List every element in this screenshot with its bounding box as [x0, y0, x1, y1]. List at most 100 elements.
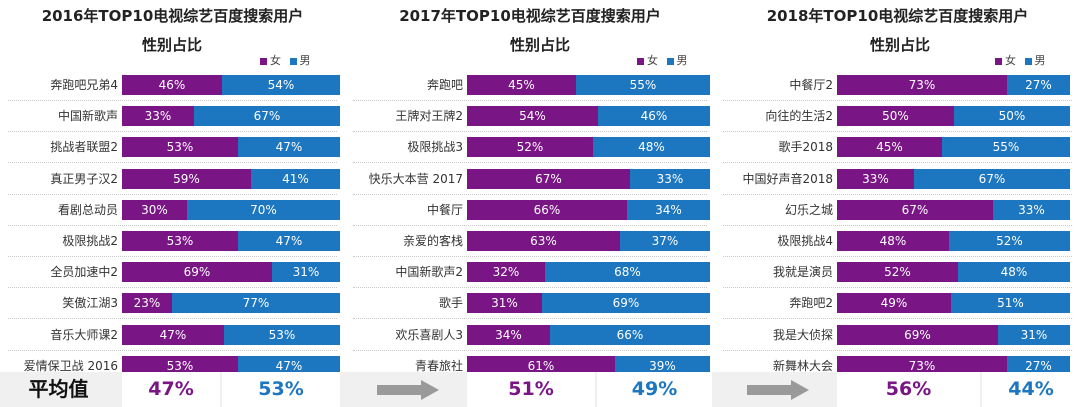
category-label: 全员加速中2	[50, 265, 118, 279]
bar-segment-female: 49%	[837, 293, 951, 313]
category-label: 极限挑战4	[777, 234, 833, 248]
bar-row: 极限挑战2 53% 47%	[0, 231, 345, 251]
bar-row: 真正男子汉2 59% 41%	[0, 169, 345, 189]
legend-label-female: 女	[647, 54, 658, 67]
bar-segment-male: 54%	[222, 75, 340, 95]
row-divider	[8, 194, 337, 195]
bar-segment-female: 32%	[467, 262, 545, 282]
row-divider	[353, 194, 707, 195]
category-label: 笑傲江湖3	[62, 296, 118, 310]
category-label: 极限挑战2	[62, 234, 118, 248]
bar-segment-male: 66%	[550, 325, 710, 345]
stacked-bar: 67% 33%	[837, 200, 1070, 220]
bar-row: 青春旅社 61% 39%	[345, 356, 715, 376]
bar-segment-male: 53%	[224, 325, 340, 345]
bar-row: 歌手 31% 69%	[345, 293, 715, 313]
category-label: 挑战者联盟2	[50, 140, 118, 154]
category-label: 中国新歌声	[57, 109, 118, 123]
average-strip: 平均值 47% 53% 51% 49% 56% 44%	[0, 372, 1080, 407]
stacked-bar: 33% 67%	[122, 106, 340, 126]
bar-row: 快乐大本营 2017 67% 33%	[345, 169, 715, 189]
bar-segment-female: 53%	[122, 231, 238, 251]
stacked-bar: 52% 48%	[837, 262, 1070, 282]
bar-segment-male: 50%	[954, 106, 1070, 126]
legend-swatch-female	[995, 57, 1002, 65]
category-label: 中国新歌声2	[395, 265, 463, 279]
stacked-bar: 61% 39%	[467, 356, 710, 376]
legend-swatch-male	[289, 57, 297, 65]
bar-segment-female: 69%	[837, 325, 998, 345]
bar-row: 中餐厅2 73% 27%	[715, 75, 1080, 95]
chart-title: 2017年TOP10电视综艺百度搜索用户	[399, 7, 661, 25]
stacked-bar: 48% 52%	[837, 231, 1070, 251]
row-divider	[723, 100, 1072, 101]
legend: 女 男	[260, 52, 311, 68]
bar-segment-female: 67%	[837, 200, 993, 220]
bar-segment-female: 73%	[837, 356, 1007, 376]
stacked-bar: 45% 55%	[837, 137, 1070, 157]
chart-panel-2016: 2016年TOP10电视综艺百度搜索用户 性别占比 女 男 奔跑吧兄弟4 46% 5…	[0, 0, 345, 376]
legend-label-female: 女	[1005, 54, 1016, 67]
bar-segment-male: 70%	[187, 200, 340, 220]
stacked-bar: 53% 47%	[122, 231, 340, 251]
bar-segment-male: 27%	[1007, 75, 1070, 95]
category-label: 欢乐喜剧人3	[395, 328, 463, 342]
bar-segment-female: 59%	[122, 169, 251, 189]
bar-segment-male: 47%	[238, 356, 340, 376]
legend: 女 男	[995, 52, 1046, 68]
bar-segment-male: 51%	[951, 293, 1070, 313]
bar-segment-female: 53%	[122, 137, 238, 157]
stacked-bar: 54% 46%	[467, 106, 710, 126]
bar-segment-male: 33%	[630, 169, 710, 189]
bar-row: 极限挑战4 48% 52%	[715, 231, 1080, 251]
bar-segment-male: 77%	[172, 293, 340, 313]
bar-row: 奔跑吧 45% 55%	[345, 75, 715, 95]
stacked-bar: 67% 33%	[467, 169, 710, 189]
legend-swatch-male	[666, 57, 674, 65]
bar-row: 全员加速中2 69% 31%	[0, 262, 345, 282]
bar-row: 新舞林大会 73% 27%	[715, 356, 1080, 376]
category-label: 快乐大本营 2017	[368, 172, 463, 186]
legend-swatch-male	[1024, 57, 1032, 65]
row-divider	[723, 350, 1072, 351]
category-label: 爱情保卫战 2016	[23, 359, 118, 373]
bar-segment-male: 37%	[620, 231, 710, 251]
average-female-2017: 51%	[467, 372, 595, 407]
bar-segment-female: 69%	[122, 262, 272, 282]
stacked-bar: 69% 31%	[122, 262, 340, 282]
bar-segment-male: 27%	[1007, 356, 1070, 376]
bar-segment-male: 41%	[251, 169, 340, 189]
chart-subtitle: 性别占比	[142, 36, 203, 54]
row-divider	[353, 256, 707, 257]
category-label: 奔跑吧兄弟4	[50, 78, 118, 92]
bar-segment-male: 46%	[598, 106, 710, 126]
chart-subtitle: 性别占比	[870, 36, 931, 54]
category-label: 极限挑战3	[407, 140, 463, 154]
stacked-bar: 31% 69%	[467, 293, 710, 313]
row-divider	[353, 318, 707, 319]
stacked-bar: 53% 47%	[122, 356, 340, 376]
chart-panel-2017: 2017年TOP10电视综艺百度搜索用户 性别占比 女 男 奔跑吧 45% 55% 王…	[345, 0, 715, 376]
bar-row: 中国新歌声2 32% 68%	[345, 262, 715, 282]
category-label: 真正男子汉2	[50, 172, 118, 186]
row-divider	[723, 287, 1072, 288]
bar-segment-female: 45%	[837, 137, 942, 157]
stacked-bar: 23% 77%	[122, 293, 340, 313]
bar-segment-female: 67%	[467, 169, 630, 189]
row-divider	[8, 100, 337, 101]
bar-segment-female: 61%	[467, 356, 615, 376]
stacked-bar: 46% 54%	[122, 75, 340, 95]
category-label: 音乐大师课2	[50, 328, 118, 342]
row-divider	[353, 162, 707, 163]
row-divider	[353, 131, 707, 132]
bar-row: 音乐大师课2 47% 53%	[0, 325, 345, 345]
bar-row: 王牌对王牌2 54% 46%	[345, 106, 715, 126]
category-label: 中餐厅2	[789, 78, 833, 92]
bar-row: 中国新歌声 33% 67%	[0, 106, 345, 126]
bar-segment-female: 54%	[467, 106, 598, 126]
category-label: 我是大侦探	[772, 328, 833, 342]
bar-segment-male: 33%	[993, 200, 1070, 220]
bar-row: 奔跑吧2 49% 51%	[715, 293, 1080, 313]
chart-title: 2016年TOP10电视综艺百度搜索用户	[41, 7, 304, 25]
bar-segment-male: 68%	[545, 262, 710, 282]
